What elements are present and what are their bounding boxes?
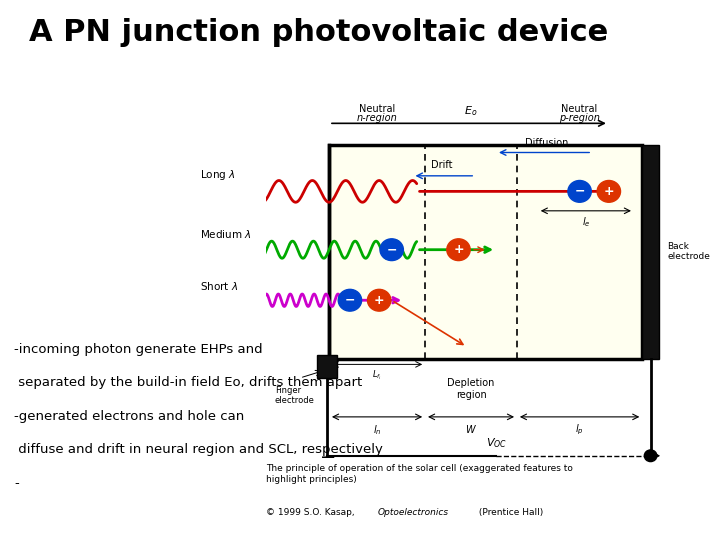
Text: Short $\lambda$: Short $\lambda$ [199,280,238,292]
Text: Finger
electrode: Finger electrode [275,386,315,405]
Text: $V_{OC}$: $V_{OC}$ [485,436,507,450]
Text: Long $\lambda$: Long $\lambda$ [199,167,235,181]
Circle shape [644,450,657,462]
Text: $L_{f_i}$: $L_{f_i}$ [372,368,382,382]
Text: Depletion: Depletion [447,378,495,388]
Text: +: + [374,294,384,307]
Text: -: - [14,477,19,490]
Text: $+$: $+$ [642,447,659,465]
Text: $l_n$: $l_n$ [373,423,382,436]
Text: n-region: n-region [356,113,397,123]
Bar [642,145,659,359]
Circle shape [367,289,391,311]
Circle shape [447,239,470,261]
Text: Back
electrode: Back electrode [667,242,710,261]
Text: +: + [603,185,614,198]
Text: Optoelectronics: Optoelectronics [378,508,449,517]
Text: $l_e$: $l_e$ [582,215,590,230]
Text: $-$: $-$ [319,447,335,465]
Text: −: − [575,185,585,198]
Circle shape [338,289,361,311]
Text: -incoming photon generate EHPs and: -incoming photon generate EHPs and [14,343,263,356]
Bar [317,355,338,378]
Text: p-region: p-region [559,113,600,123]
Text: +: + [453,243,464,256]
Text: (Prentice Hall): (Prentice Hall) [476,508,544,517]
Text: $l_p$: $l_p$ [575,423,584,437]
Text: region: region [456,390,487,400]
Text: −: − [387,243,397,256]
Text: Diffusion: Diffusion [524,138,568,148]
Text: Neutral: Neutral [359,104,395,113]
Text: © 1999 S.O. Kasap,: © 1999 S.O. Kasap, [266,508,358,517]
Text: -generated electrons and hole can: -generated electrons and hole can [14,410,245,423]
Bar [329,145,642,359]
Text: Neutral: Neutral [562,104,598,113]
Text: −: − [345,294,355,307]
Circle shape [568,180,591,202]
Text: separated by the build-in field Eo, drifts them apart: separated by the build-in field Eo, drif… [14,376,363,389]
Text: The principle of operation of the solar cell (exaggerated features to
highlight : The principle of operation of the solar … [266,464,573,484]
Text: A PN junction photovoltaic device: A PN junction photovoltaic device [29,18,608,47]
Circle shape [597,180,621,202]
Text: Medium $\lambda$: Medium $\lambda$ [199,228,251,240]
Circle shape [380,239,403,261]
Bar [329,145,642,359]
Text: $W$: $W$ [465,423,477,435]
Text: diffuse and drift in neural region and SCL, respectively: diffuse and drift in neural region and S… [14,443,383,456]
Text: $E_o$: $E_o$ [464,104,478,118]
Text: Drift: Drift [431,160,453,170]
